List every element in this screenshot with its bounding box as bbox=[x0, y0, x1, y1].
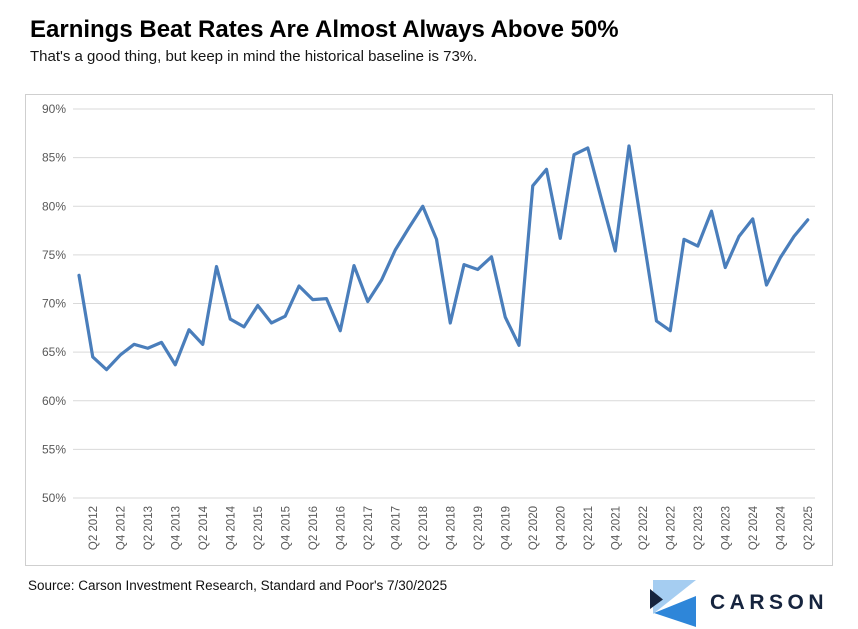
chart-subtitle: That's a good thing, but keep in mind th… bbox=[30, 48, 478, 65]
carson-logo: CARSON bbox=[650, 579, 832, 627]
x-tick-label: Q4 2017 bbox=[390, 506, 402, 550]
x-tick-label: Q2 2013 bbox=[143, 506, 155, 550]
y-tick-label: 60% bbox=[42, 394, 66, 408]
x-tick-label: Q2 2012 bbox=[88, 506, 100, 550]
y-tick-label: 55% bbox=[42, 442, 66, 456]
x-tick-label: Q2 2014 bbox=[198, 505, 210, 550]
x-tick-label: Q2 2015 bbox=[253, 506, 265, 550]
x-tick-label: Q4 2012 bbox=[115, 506, 127, 550]
x-tick-label: Q2 2018 bbox=[418, 506, 430, 550]
x-tick-label: Q4 2022 bbox=[665, 506, 677, 550]
x-tick-label: Q4 2023 bbox=[720, 506, 732, 550]
y-tick-label: 75% bbox=[42, 248, 66, 262]
x-tick-label: Q4 2013 bbox=[170, 506, 182, 550]
chart-title: Earnings Beat Rates Are Almost Always Ab… bbox=[30, 16, 619, 43]
x-tick-label: Q4 2024 bbox=[775, 505, 787, 550]
x-tick-label: Q4 2019 bbox=[500, 506, 512, 550]
y-tick-label: 65% bbox=[42, 345, 66, 359]
x-tick-label: Q2 2017 bbox=[363, 506, 375, 550]
x-tick-label: Q2 2020 bbox=[528, 506, 540, 550]
x-tick-label: Q2 2021 bbox=[583, 506, 595, 550]
carson-logo-icon bbox=[650, 579, 696, 627]
carson-logo-text: CARSON bbox=[710, 591, 829, 614]
source-note: Source: Carson Investment Research, Stan… bbox=[28, 578, 448, 593]
chart-frame: 50% 55% 60% 65% 70% 75% 80% 85% 90% Q2 2012 Q4 201… bbox=[25, 94, 833, 566]
y-tick-label: 70% bbox=[42, 297, 66, 311]
beat-rate-line bbox=[77, 144, 810, 372]
x-tick-label: Q2 2024 bbox=[748, 505, 760, 550]
x-tick-label: Q2 2022 bbox=[638, 506, 650, 550]
x-tick-label: Q4 2015 bbox=[280, 506, 292, 550]
y-tick-label: 90% bbox=[42, 102, 66, 116]
y-tick-label: 85% bbox=[42, 151, 66, 165]
earnings-beat-rate-line-chart: 50% 55% 60% 65% 70% 75% 80% 85% 90% Q2 2012 Q4 201… bbox=[42, 102, 815, 550]
x-tick-label: Q2 2025 bbox=[803, 506, 815, 550]
y-tick-label: 50% bbox=[42, 491, 66, 505]
y-tick-label: 80% bbox=[42, 199, 66, 213]
x-tick-label: Q4 2021 bbox=[610, 506, 622, 550]
x-tick-label: Q4 2018 bbox=[445, 506, 457, 550]
x-tick-label: Q2 2019 bbox=[473, 506, 485, 550]
x-tick-label: Q4 2014 bbox=[225, 505, 237, 550]
x-tick-label: Q4 2016 bbox=[335, 506, 347, 550]
x-tick-label: Q4 2020 bbox=[555, 506, 567, 550]
x-tick-label: Q2 2016 bbox=[308, 506, 320, 550]
x-tick-label: Q2 2023 bbox=[693, 506, 705, 550]
